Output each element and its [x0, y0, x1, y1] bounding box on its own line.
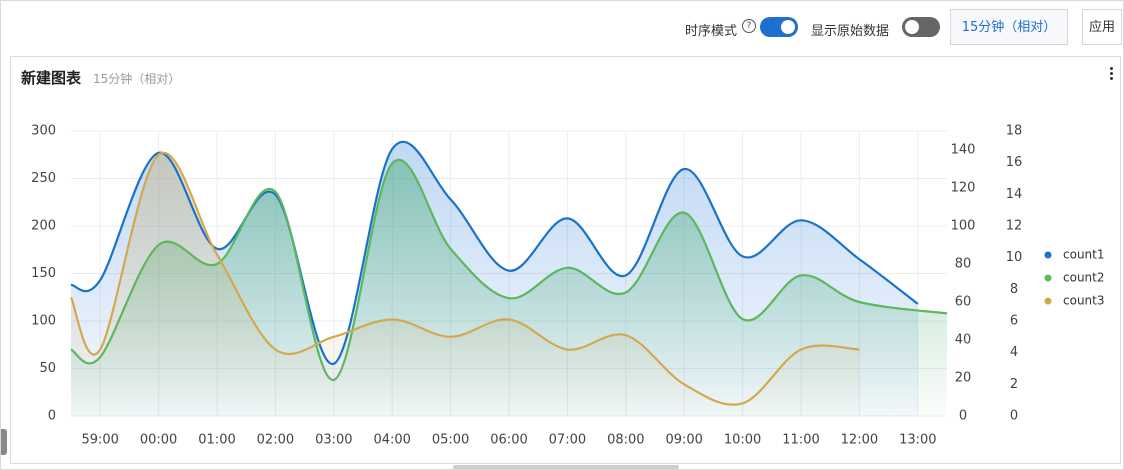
series-line-count3 [69, 151, 860, 406]
legend-marker-count3 [1044, 297, 1052, 305]
legend-label-count1: count1 [1063, 248, 1105, 262]
y-right2-tick-label: 10 [1006, 250, 1023, 265]
y-right1-tick-label: 120 [951, 181, 976, 196]
legend-marker-count1 [1044, 251, 1052, 259]
y-right2-tick-label: 12 [1006, 219, 1023, 234]
y-right2-tick-label: 18 [1006, 124, 1023, 139]
toggle-knob [781, 20, 795, 34]
y-left-tick-label: 200 [31, 219, 56, 234]
resize-handle[interactable] [1, 429, 7, 455]
y-left-tick-label: 50 [39, 361, 56, 376]
x-tick-label: 08:00 [607, 433, 644, 448]
x-tick-label: 04:00 [373, 433, 410, 448]
y-right1-tick-label: 40 [955, 333, 972, 348]
y-left-tick-label: 0 [48, 409, 56, 424]
y-right2-tick-label: 6 [1010, 314, 1018, 329]
x-tick-label: 02:00 [257, 433, 294, 448]
x-tick-label: 05:00 [432, 433, 469, 448]
legend-marker-count2 [1044, 274, 1052, 282]
x-tick-label: 11:00 [782, 433, 819, 448]
y-left-tick-label: 100 [31, 314, 56, 329]
more-vertical-icon[interactable] [1110, 67, 1114, 82]
x-tick-label: 13:00 [899, 433, 936, 448]
show-raw-data-toggle[interactable] [902, 17, 940, 37]
y-right2-tick-label: 16 [1006, 155, 1023, 170]
x-tick-label: 10:00 [724, 433, 761, 448]
series-line-count1 [70, 140, 919, 365]
y-left-tick-label: 150 [31, 266, 56, 281]
apply-button[interactable]: 应用 [1082, 9, 1122, 45]
panel-title: 新建图表 [21, 69, 82, 87]
y-right1-tick-label: 100 [951, 219, 976, 234]
x-tick-label: 59:00 [81, 433, 118, 448]
question-circle-icon[interactable]: ? [742, 19, 756, 33]
x-tick-label: 01:00 [198, 433, 235, 448]
y-right1-tick-label: 80 [955, 257, 972, 272]
series-area-count2 [71, 159, 947, 416]
y-right2-tick-label: 8 [1010, 282, 1018, 297]
time-mode-toggle[interactable] [760, 17, 798, 37]
y-right1-tick-label: 140 [951, 143, 976, 158]
time-range-button[interactable]: 15分钟（相对） [950, 9, 1068, 45]
show-raw-data-label: 显示原始数据 [811, 24, 890, 39]
y-right2-tick-label: 2 [1010, 377, 1018, 392]
time-mode-label: 时序模式 [685, 24, 738, 39]
y-right1-tick-label: 60 [955, 295, 972, 310]
y-right1-tick-label: 0 [959, 409, 967, 424]
y-right2-tick-label: 0 [1010, 409, 1018, 424]
series-line-count2 [70, 158, 948, 381]
x-tick-label: 06:00 [490, 433, 527, 448]
y-right2-tick-label: 14 [1006, 187, 1023, 202]
toolbar: 时序模式 ? 显示原始数据 15分钟（相对） 应用 [1, 1, 1123, 55]
y-right2-tick-label: 4 [1010, 345, 1018, 360]
x-tick-label: 07:00 [549, 433, 586, 448]
y-left-tick-label: 300 [31, 124, 56, 139]
horizontal-scrollbar[interactable] [453, 465, 679, 469]
toggle-knob [905, 20, 919, 34]
series-area-count3 [71, 152, 860, 417]
x-tick-label: 09:00 [665, 433, 702, 448]
x-tick-label: 00:00 [140, 433, 177, 448]
legend-label-count3: count3 [1063, 294, 1105, 308]
y-left-tick-label: 250 [31, 171, 56, 186]
y-right1-tick-label: 20 [955, 371, 972, 386]
legend-label-count2: count2 [1063, 271, 1105, 285]
x-tick-label: 12:00 [841, 433, 878, 448]
x-tick-label: 03:00 [315, 433, 352, 448]
panel-time-range: 15分钟（相对） [93, 72, 181, 86]
